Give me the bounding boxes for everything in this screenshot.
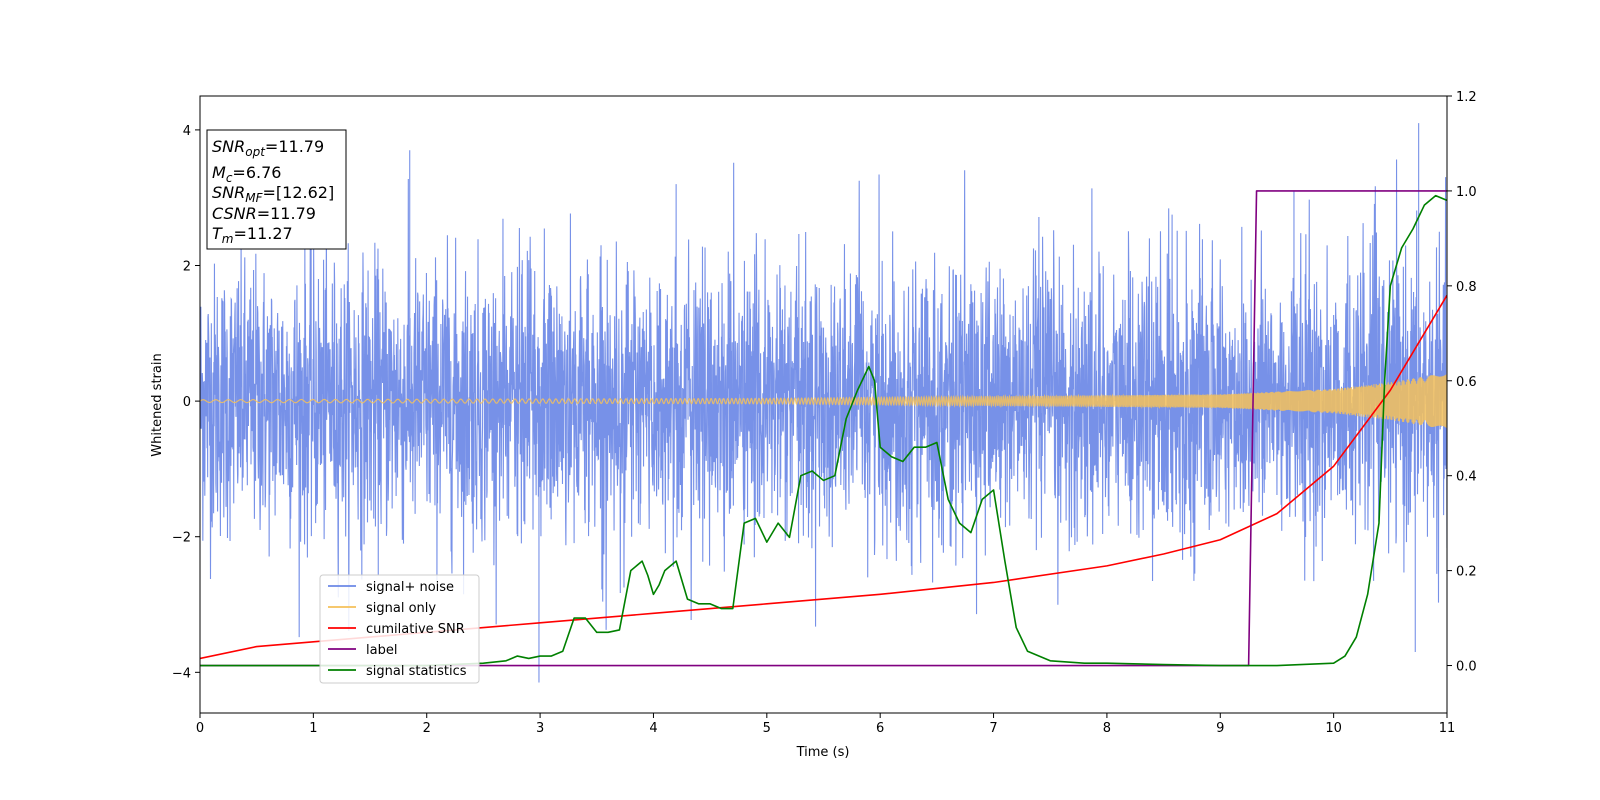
info-box-frame xyxy=(206,129,347,250)
x-tick-label: 4 xyxy=(649,721,657,736)
info-mc-sub: c xyxy=(226,171,233,185)
legend-entry-label: label xyxy=(366,643,397,658)
x-tick-label: 2 xyxy=(423,721,431,736)
info-mc-sym: M xyxy=(212,163,226,182)
info-snr-mf: SNRMF=[12.62] xyxy=(212,183,334,205)
legend-entry-label: signal statistics xyxy=(366,664,467,679)
x-tick-label: 7 xyxy=(989,721,997,736)
y-left-tick-label: 4 xyxy=(183,124,191,139)
y-right-tick-label: 1.2 xyxy=(1456,90,1477,105)
x-tick-label: 11 xyxy=(1439,721,1456,736)
series-signal-statistics xyxy=(200,194,1447,667)
y-left-axis-ticks: −4 −2 0 2 4 xyxy=(172,124,200,681)
info-snr-mf-val: =[12.62] xyxy=(263,183,335,202)
legend: signal+ noise signal only cumilative SNR la… xyxy=(319,574,480,684)
y-right-tick-label: 0.8 xyxy=(1456,280,1477,295)
info-tm-val: =11.27 xyxy=(233,224,292,243)
info-snr-opt-sub: opt xyxy=(245,145,266,159)
info-tm-sym: T xyxy=(212,224,223,243)
y-right-tick-label: 1.0 xyxy=(1456,185,1477,200)
y-right-tick-label: 0.6 xyxy=(1456,375,1477,390)
info-mc-val: =6.76 xyxy=(232,163,281,182)
y-left-tick-label: −4 xyxy=(172,666,191,681)
x-tick-label: 6 xyxy=(876,721,884,736)
info-csnr: CSNR=11.79 xyxy=(212,204,316,223)
info-mc: Mc=6.76 xyxy=(212,163,281,185)
x-axis-label: Time (s) xyxy=(796,745,850,760)
x-tick-label: 5 xyxy=(763,721,771,736)
y-left-tick-label: 0 xyxy=(183,395,191,410)
y-left-tick-label: 2 xyxy=(183,260,191,275)
x-tick-label: 10 xyxy=(1325,721,1342,736)
y-right-tick-label: 0.2 xyxy=(1456,565,1477,580)
legend-entry-label: signal+ noise xyxy=(366,580,454,595)
info-snr-opt-val: =11.79 xyxy=(265,137,324,156)
series-signal-only xyxy=(200,374,1447,428)
info-snr-mf-sym: SNR xyxy=(212,183,245,202)
x-tick-label: 8 xyxy=(1103,721,1111,736)
info-csnr-sym: CSNR xyxy=(212,204,257,223)
info-tm: Tm=11.27 xyxy=(212,224,293,246)
y-axis-label: Whitened strain xyxy=(150,353,165,456)
legend-frame xyxy=(319,574,480,684)
y-right-tick-label: 0.4 xyxy=(1456,470,1477,485)
info-snr-opt: SNRopt=11.79 xyxy=(212,137,324,159)
x-tick-label: 0 xyxy=(196,721,204,736)
info-csnr-val: =11.79 xyxy=(257,204,316,223)
info-snr-mf-sub: MF xyxy=(245,191,263,205)
x-tick-label: 3 xyxy=(536,721,544,736)
y-right-axis-ticks: 0.0 0.2 0.4 0.6 0.8 1.0 1.2 xyxy=(1447,90,1477,675)
legend-entry-label: signal only xyxy=(366,601,436,616)
legend-entry-label: cumilative SNR xyxy=(366,622,465,637)
series-signal-noise xyxy=(200,123,1447,683)
x-tick-label: 1 xyxy=(309,721,317,736)
axes-frame xyxy=(199,95,1448,714)
x-tick-label: 9 xyxy=(1216,721,1224,736)
x-axis-ticks: 0 1 2 3 4 5 6 7 8 9 10 11 xyxy=(196,713,1455,736)
series-label xyxy=(200,190,1447,667)
info-tm-sub: m xyxy=(222,232,234,246)
info-snr-opt-sym: SNR xyxy=(212,137,245,156)
y-left-tick-label: −2 xyxy=(172,531,191,546)
info-box: SNRopt=11.79 Mc=6.76 SNRMF=[12.62] CSNR=… xyxy=(206,129,347,250)
y-right-tick-label: 0.0 xyxy=(1456,660,1477,675)
